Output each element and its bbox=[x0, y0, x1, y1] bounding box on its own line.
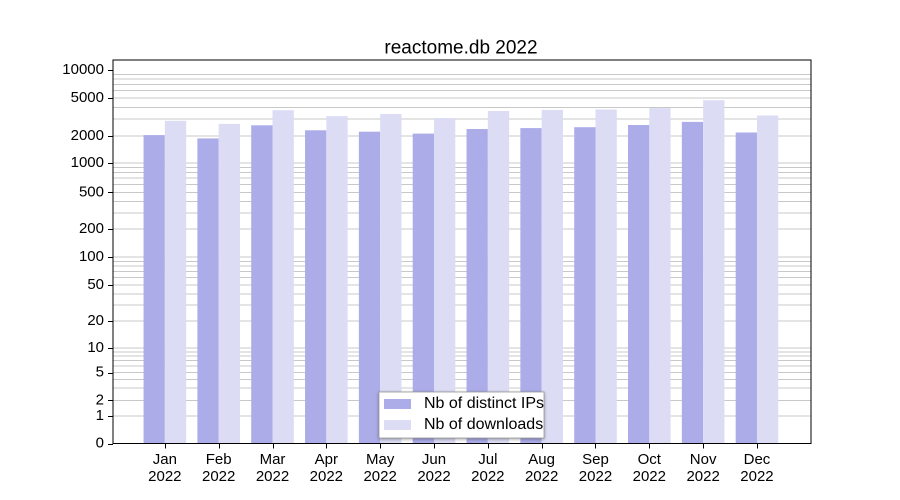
svg-text:2: 2 bbox=[96, 391, 104, 408]
svg-text:2022: 2022 bbox=[740, 468, 773, 485]
svg-text:5000: 5000 bbox=[71, 89, 104, 106]
svg-text:2000: 2000 bbox=[71, 127, 104, 144]
svg-text:100: 100 bbox=[79, 248, 104, 265]
svg-text:Oct: Oct bbox=[638, 451, 662, 468]
svg-text:500: 500 bbox=[79, 183, 104, 200]
svg-text:Sep: Sep bbox=[582, 451, 609, 468]
svg-text:0: 0 bbox=[96, 435, 104, 452]
svg-text:50: 50 bbox=[87, 276, 104, 293]
svg-text:Feb: Feb bbox=[206, 451, 232, 468]
svg-text:Jun: Jun bbox=[422, 451, 446, 468]
svg-text:Jul: Jul bbox=[478, 451, 497, 468]
svg-text:Aug: Aug bbox=[528, 451, 555, 468]
svg-text:Nov: Nov bbox=[690, 451, 717, 468]
svg-text:2022: 2022 bbox=[310, 468, 343, 485]
svg-text:2022: 2022 bbox=[202, 468, 235, 485]
svg-text:Jan: Jan bbox=[153, 451, 177, 468]
svg-text:2022: 2022 bbox=[686, 468, 719, 485]
svg-text:1000: 1000 bbox=[71, 154, 104, 171]
svg-text:Mar: Mar bbox=[260, 451, 286, 468]
svg-text:May: May bbox=[366, 451, 395, 468]
svg-text:2022: 2022 bbox=[417, 468, 450, 485]
svg-text:10000: 10000 bbox=[62, 61, 104, 78]
svg-text:2022: 2022 bbox=[256, 468, 289, 485]
svg-text:2022: 2022 bbox=[148, 468, 181, 485]
svg-text:1: 1 bbox=[96, 407, 104, 424]
svg-text:5: 5 bbox=[96, 364, 104, 381]
svg-text:200: 200 bbox=[79, 220, 104, 237]
svg-text:2022: 2022 bbox=[525, 468, 558, 485]
svg-text:Nb of downloads: Nb of downloads bbox=[424, 416, 543, 433]
svg-text:2022: 2022 bbox=[579, 468, 612, 485]
svg-text:2022: 2022 bbox=[471, 468, 504, 485]
svg-text:reactome.db 2022: reactome.db 2022 bbox=[384, 38, 537, 59]
svg-text:20: 20 bbox=[87, 312, 104, 329]
svg-text:2022: 2022 bbox=[633, 468, 666, 485]
svg-text:10: 10 bbox=[87, 339, 104, 356]
svg-text:Dec: Dec bbox=[744, 451, 771, 468]
svg-text:2022: 2022 bbox=[363, 468, 396, 485]
svg-text:Apr: Apr bbox=[315, 451, 338, 468]
svg-text:Nb of distinct IPs: Nb of distinct IPs bbox=[424, 395, 544, 412]
